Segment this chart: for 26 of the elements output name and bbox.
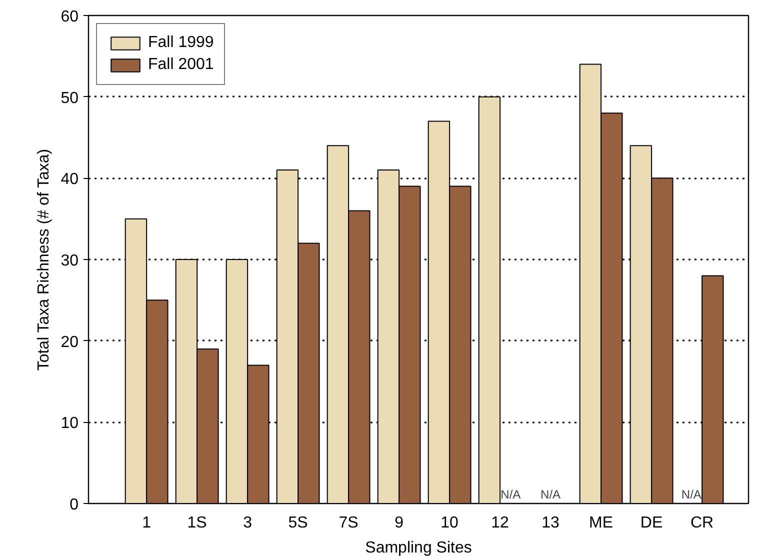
- x-tick-label: 7S: [338, 514, 358, 532]
- y-tick-label: 50: [60, 90, 79, 107]
- x-tick-label: CR: [690, 514, 714, 532]
- y-tick-label: 60: [60, 8, 79, 26]
- annotation: N/A: [540, 488, 561, 502]
- y-tick-label: 0: [70, 496, 79, 514]
- x-tick-label: 3: [243, 514, 252, 532]
- x-tick-label: 5S: [288, 514, 308, 532]
- x-tick-label: 12: [491, 514, 510, 532]
- x-axis-title: Sampling Sites: [365, 540, 472, 556]
- x-tick-label: DE: [640, 514, 663, 532]
- legend-label: Fall 1999: [148, 34, 214, 52]
- y-tick-label: 10: [60, 415, 79, 432]
- y-tick-label: 30: [60, 252, 79, 270]
- x-tick-label: ME: [589, 514, 614, 532]
- x-tick-label: 9: [394, 514, 404, 532]
- x-tick-label: 10: [440, 514, 459, 532]
- x-tick-label: 1: [142, 514, 152, 532]
- annotation: N/A: [681, 488, 702, 502]
- annotation: N/A: [500, 488, 521, 502]
- x-tick-label: 1S: [187, 514, 207, 532]
- x-tick-label: 13: [542, 514, 560, 532]
- y-tick-label: 40: [60, 171, 79, 188]
- y-axis-title: Total Taxa Richness (# of Taxa): [36, 148, 53, 371]
- legend-label: Fall 2001: [148, 56, 214, 74]
- y-tick-label: 20: [60, 334, 79, 351]
